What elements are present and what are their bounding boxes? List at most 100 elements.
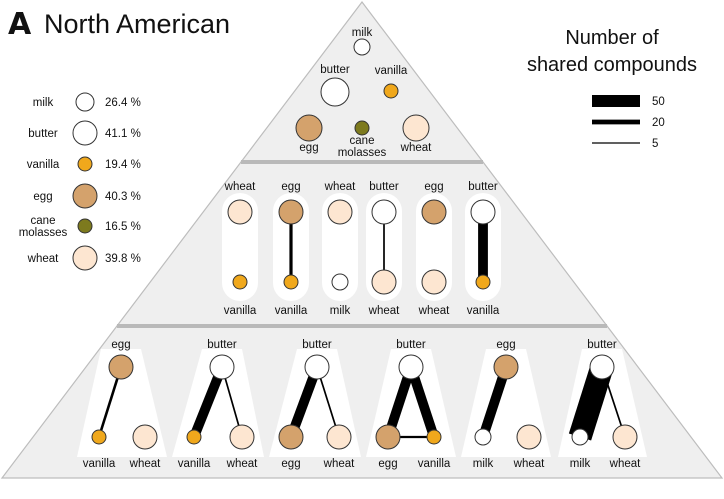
tier2-top-label-3: butter — [369, 181, 399, 193]
legend-label-cane-molasses: cane molasses — [19, 215, 68, 239]
tier2-node-vanilla-0 — [232, 274, 248, 290]
tier3-right-label-5: wheat — [609, 458, 641, 470]
tier2-node-wheat-3 — [371, 269, 397, 295]
pyramid-shape — [0, 1, 724, 479]
tier3-left-label-1: vanilla — [178, 458, 211, 470]
tier2-top-label-4: egg — [424, 181, 443, 193]
legend-percent-cane-molasses: 16.5 % — [105, 221, 141, 233]
width-legend-label-20: 20 — [652, 117, 665, 129]
legend-percent-vanilla: 19.4 % — [105, 159, 141, 171]
tier1-label-vanilla: vanilla — [375, 65, 408, 77]
tier3-node-vanilla-0 — [91, 429, 107, 445]
tier1-label-cane-molasses: cane molasses — [338, 135, 387, 159]
tier1-node-cane-molasses — [354, 120, 370, 136]
tier3-right-label-0: wheat — [129, 458, 161, 470]
tier2-node-milk-2 — [331, 273, 349, 291]
legend-label-wheat: wheat — [27, 253, 59, 265]
tier3-top-label-1: butter — [207, 339, 237, 351]
tier3-node-egg-2 — [278, 424, 304, 450]
tier2-bottom-label-1: vanilla — [275, 305, 308, 317]
tier2-bottom-label-3: wheat — [368, 305, 400, 317]
tier1-label-milk: milk — [352, 27, 373, 39]
legend-percent-egg: 40.3 % — [105, 191, 141, 203]
tier3-right-label-1: wheat — [226, 458, 258, 470]
legend-swatch-vanilla — [77, 156, 93, 172]
tier2-node-egg-1 — [278, 199, 304, 225]
width-legend: Number of shared compounds 50 20 5 — [527, 27, 697, 150]
tier3-edge-top-left-1 — [189, 365, 227, 439]
tier3-top-label-5: butter — [587, 339, 617, 351]
tier3-right-label-3: vanilla — [418, 458, 451, 470]
tier2-bottom-label-4: wheat — [418, 305, 450, 317]
legend-label-milk: milk — [33, 97, 54, 109]
tier2-node-wheat-4 — [421, 269, 447, 295]
tier2-node-vanilla-1 — [283, 274, 299, 290]
tier3-node-milk-4 — [474, 428, 492, 446]
tier3-top-label-2: butter — [302, 339, 332, 351]
tier-divider — [116, 324, 608, 328]
width-legend-label-5: 5 — [652, 138, 658, 150]
tier3-node-egg-0 — [108, 354, 134, 380]
legend-percent-wheat: 39.8 % — [105, 253, 141, 265]
tier1-node-wheat — [402, 114, 430, 142]
tier3-node-butter-3 — [398, 354, 424, 380]
tier-divider — [240, 160, 484, 164]
legend-swatch-butter — [72, 120, 98, 146]
tier3-right-label-4: wheat — [513, 458, 545, 470]
tier2-top-label-5: butter — [468, 181, 498, 193]
tier2-top-label-1: egg — [281, 181, 300, 193]
tier3-left-label-2: egg — [281, 458, 300, 470]
tier1-label-butter: butter — [320, 64, 350, 76]
panel-title: North American — [44, 9, 230, 39]
tier3-node-vanilla-3 — [426, 429, 442, 445]
tier3-node-vanilla-1 — [186, 429, 202, 445]
tier3-left-label-5: milk — [570, 458, 591, 470]
tier3-left-label-3: egg — [378, 458, 397, 470]
tier1-node-butter — [320, 77, 350, 107]
tier3-left-label-4: milk — [473, 458, 494, 470]
tier3-node-egg-4 — [493, 354, 519, 380]
legend-percent-butter: 41.1 % — [105, 128, 141, 140]
tier2-bottom-label-5: vanilla — [467, 305, 500, 317]
tier2-node-wheat-0 — [227, 199, 253, 225]
legend-percent-milk: 26.4 % — [105, 97, 141, 109]
tier3-node-butter-5 — [589, 354, 615, 380]
tier3-top-label-4: egg — [496, 339, 515, 351]
legend-swatch-cane-molasses — [77, 218, 93, 234]
tier1-label-egg: egg — [299, 142, 318, 154]
tier3-node-wheat-5 — [612, 424, 638, 450]
tier3-node-wheat-0 — [132, 424, 158, 450]
tier2-node-butter-3 — [371, 199, 397, 225]
tier3-node-milk-5 — [571, 428, 589, 446]
tier1-label-wheat: wheat — [400, 142, 432, 154]
tier2-node-wheat-2 — [327, 199, 353, 225]
tier2-top-label-2: wheat — [324, 181, 356, 193]
tier1-node-vanilla — [383, 83, 399, 99]
tier2-bottom-label-2: milk — [330, 305, 351, 317]
panel-letter: A — [8, 7, 32, 42]
tier2-node-butter-5 — [470, 199, 496, 225]
legend-label-butter: butter — [28, 128, 58, 140]
tier2-node-egg-4 — [421, 199, 447, 225]
tier3-node-wheat-4 — [516, 424, 542, 450]
width-legend-title-line2: shared compounds — [527, 54, 697, 76]
tier2-bottom-label-0: vanilla — [224, 305, 257, 317]
legend-swatch-milk — [75, 92, 95, 112]
tier1-node-milk — [353, 38, 371, 56]
legend-label-egg: egg — [33, 191, 52, 203]
tier3-top-label-0: egg — [111, 339, 130, 351]
width-legend-title-line1: Number of — [565, 27, 659, 49]
tier3-right-label-2: wheat — [323, 458, 355, 470]
legend-label-vanilla: vanilla — [27, 159, 60, 171]
legend-swatch-egg — [72, 183, 98, 209]
legend-swatch-wheat — [72, 245, 98, 271]
tier3-left-label-0: vanilla — [83, 458, 116, 470]
width-legend-label-50: 50 — [652, 96, 665, 108]
tier2-node-vanilla-5 — [475, 274, 491, 290]
tier3-node-wheat-1 — [229, 424, 255, 450]
tier3-top-label-3: butter — [396, 339, 426, 351]
tier3-node-butter-2 — [304, 354, 330, 380]
tier1-node-egg — [295, 114, 323, 142]
tier3-node-butter-1 — [209, 354, 235, 380]
